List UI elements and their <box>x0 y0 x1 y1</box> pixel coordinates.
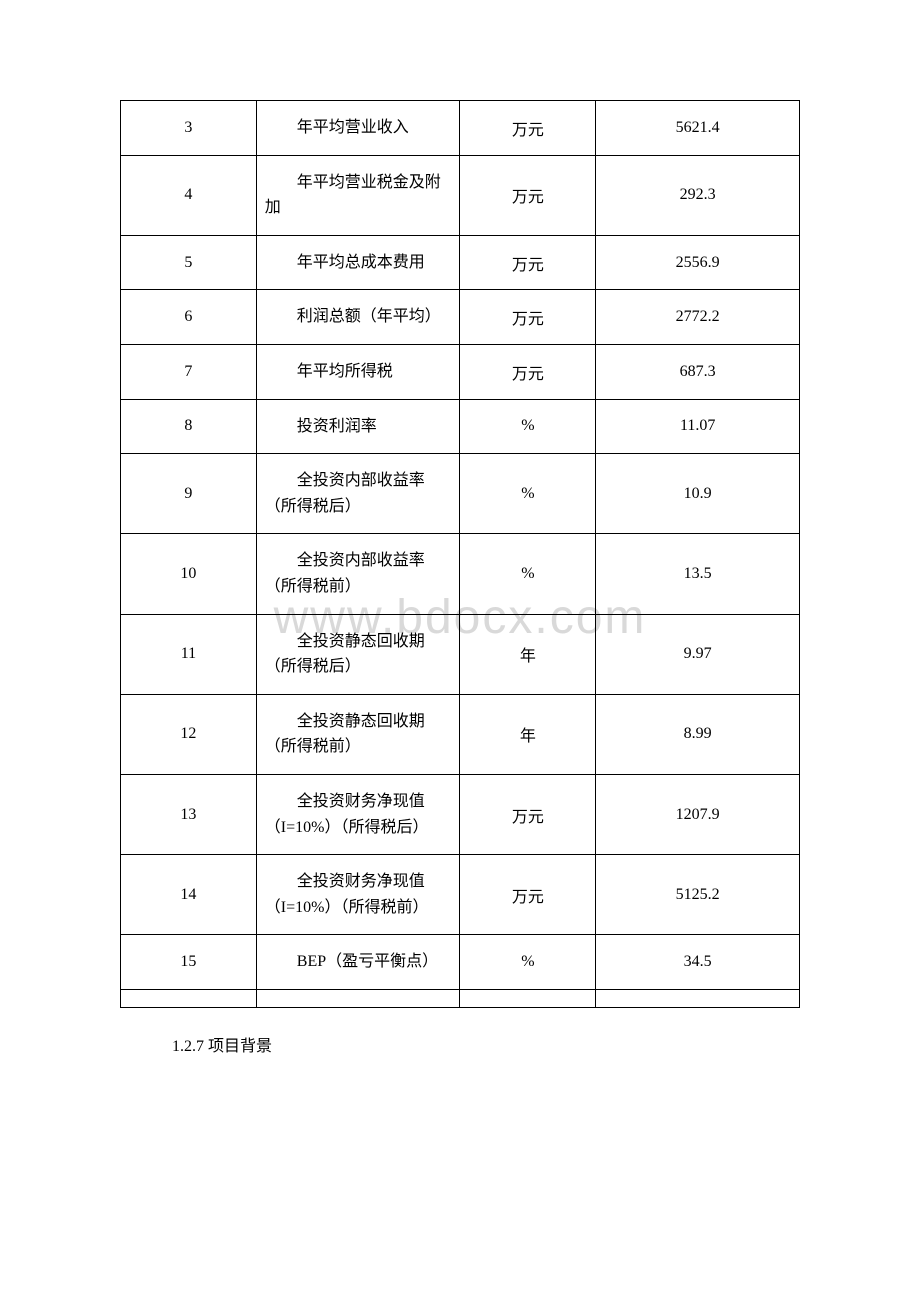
page-content: 3 年平均营业收入 万元 5621.4 4 年平均营业税金及附加 万元 292.… <box>120 100 800 1056</box>
row-number: 14 <box>121 855 257 935</box>
row-description: 全投资静态回收期（所得税后） <box>256 614 460 694</box>
row-number: 5 <box>121 235 257 290</box>
row-number: 12 <box>121 694 257 774</box>
row-description: 全投资财务净现值（I=10%）（所得税后） <box>256 774 460 854</box>
row-value: 13.5 <box>596 534 800 614</box>
row-unit: 万元 <box>460 290 596 345</box>
table-row: 6 利润总额（年平均） 万元 2772.2 <box>121 290 800 345</box>
table-row: 3 年平均营业收入 万元 5621.4 <box>121 101 800 156</box>
row-value: 11.07 <box>596 399 800 454</box>
empty-cell <box>256 989 460 1007</box>
row-value: 1207.9 <box>596 774 800 854</box>
row-description: 全投资内部收益率（所得税后） <box>256 454 460 534</box>
table-row: 13 全投资财务净现值（I=10%）（所得税后） 万元 1207.9 <box>121 774 800 854</box>
financial-indicators-table: 3 年平均营业收入 万元 5621.4 4 年平均营业税金及附加 万元 292.… <box>120 100 800 1008</box>
row-description: 全投资静态回收期（所得税前） <box>256 694 460 774</box>
row-unit: 万元 <box>460 101 596 156</box>
row-description: BEP（盈亏平衡点） <box>256 935 460 990</box>
row-unit: 万元 <box>460 774 596 854</box>
row-unit: 万元 <box>460 155 596 235</box>
row-value: 5621.4 <box>596 101 800 156</box>
row-value: 2556.9 <box>596 235 800 290</box>
row-number: 4 <box>121 155 257 235</box>
row-value: 2772.2 <box>596 290 800 345</box>
row-number: 3 <box>121 101 257 156</box>
row-description: 年平均营业税金及附加 <box>256 155 460 235</box>
row-unit: 年 <box>460 614 596 694</box>
table-row: 11 全投资静态回收期（所得税后） 年 9.97 <box>121 614 800 694</box>
row-number: 7 <box>121 344 257 399</box>
row-number: 13 <box>121 774 257 854</box>
row-value: 5125.2 <box>596 855 800 935</box>
empty-cell <box>460 989 596 1007</box>
row-unit: 万元 <box>460 855 596 935</box>
row-number: 15 <box>121 935 257 990</box>
row-number: 10 <box>121 534 257 614</box>
empty-cell <box>596 989 800 1007</box>
row-value: 9.97 <box>596 614 800 694</box>
row-unit: 年 <box>460 694 596 774</box>
table-empty-row <box>121 989 800 1007</box>
row-number: 11 <box>121 614 257 694</box>
row-description: 投资利润率 <box>256 399 460 454</box>
row-value: 687.3 <box>596 344 800 399</box>
row-description: 年平均所得税 <box>256 344 460 399</box>
table-row: 4 年平均营业税金及附加 万元 292.3 <box>121 155 800 235</box>
row-description: 年平均营业收入 <box>256 101 460 156</box>
row-description: 利润总额（年平均） <box>256 290 460 345</box>
row-description: 全投资内部收益率（所得税前） <box>256 534 460 614</box>
table-row: 12 全投资静态回收期（所得税前） 年 8.99 <box>121 694 800 774</box>
row-unit: % <box>460 935 596 990</box>
table-row: 8 投资利润率 % 11.07 <box>121 399 800 454</box>
row-description: 年平均总成本费用 <box>256 235 460 290</box>
section-heading: 1.2.7 项目背景 <box>120 1032 800 1056</box>
row-unit: 万元 <box>460 235 596 290</box>
row-description: 全投资财务净现值（I=10%）（所得税前） <box>256 855 460 935</box>
row-unit: % <box>460 454 596 534</box>
row-unit: % <box>460 534 596 614</box>
row-unit: % <box>460 399 596 454</box>
empty-cell <box>121 989 257 1007</box>
table-row: 15 BEP（盈亏平衡点） % 34.5 <box>121 935 800 990</box>
row-number: 9 <box>121 454 257 534</box>
row-value: 34.5 <box>596 935 800 990</box>
row-value: 10.9 <box>596 454 800 534</box>
row-number: 6 <box>121 290 257 345</box>
row-number: 8 <box>121 399 257 454</box>
row-value: 8.99 <box>596 694 800 774</box>
table-row: 14 全投资财务净现值（I=10%）（所得税前） 万元 5125.2 <box>121 855 800 935</box>
table-row: 7 年平均所得税 万元 687.3 <box>121 344 800 399</box>
row-value: 292.3 <box>596 155 800 235</box>
row-unit: 万元 <box>460 344 596 399</box>
table-row: 5 年平均总成本费用 万元 2556.9 <box>121 235 800 290</box>
table-row: 9 全投资内部收益率（所得税后） % 10.9 <box>121 454 800 534</box>
table-row: 10 全投资内部收益率（所得税前） % 13.5 <box>121 534 800 614</box>
